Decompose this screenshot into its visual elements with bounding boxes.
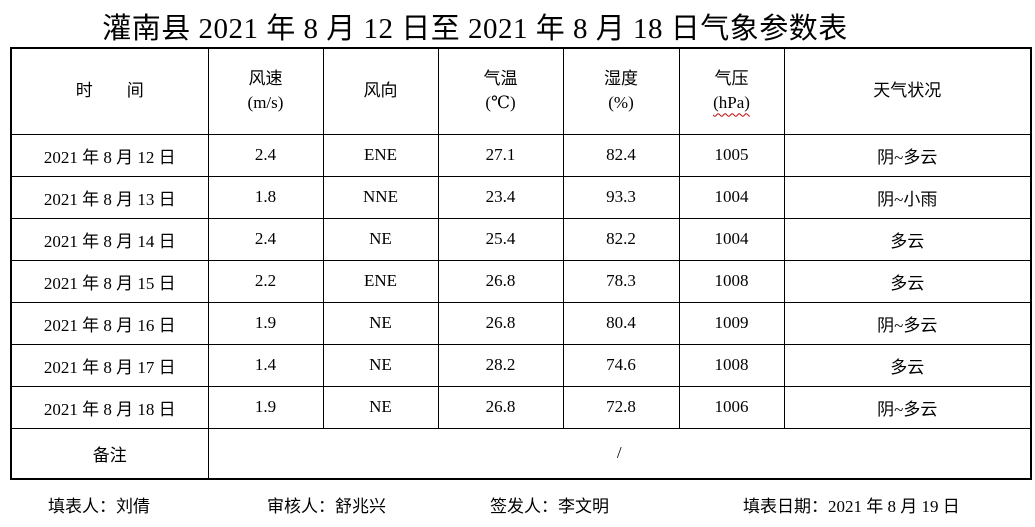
wind-direction-cell: ENE (322, 133, 439, 177)
col-header-wind-speed-unit: (m/s) (247, 93, 284, 113)
col-header-pressure: 气压 (hPa) (678, 47, 785, 135)
pressure-cell: 1005 (678, 133, 785, 177)
pressure-cell: 1004 (678, 175, 785, 219)
col-header-temperature: 气温 (℃) (437, 47, 564, 135)
fill-date: 填表日期：2021 年 8 月 19 日 (743, 497, 960, 516)
pressure-cell: 1008 (678, 259, 785, 303)
pressure-cell: 1006 (678, 385, 785, 429)
humidity-cell: 72.8 (562, 385, 680, 429)
weather-parameter-table: 时 间 风速 (m/s) 风向 气温 (℃) 湿度 (%) (10, 47, 1032, 480)
filler-name: 填表人：刘倩 (48, 497, 150, 516)
weather-cell: 阴~多云 (783, 301, 1032, 345)
col-header-wind-speed: 风速 (m/s) (207, 47, 324, 135)
page-title: 灌南县 2021 年 8 月 12 日至 2021 年 8 月 18 日气象参数… (102, 13, 848, 45)
col-header-wind-direction: 风向 (322, 47, 439, 135)
temperature-cell: 25.4 (437, 217, 564, 261)
humidity-cell: 74.6 (562, 343, 680, 387)
humidity-cell: 93.3 (562, 175, 680, 219)
temperature-cell: 28.2 (437, 343, 564, 387)
date-cell: 2021 年 8 月 16 日 (10, 301, 209, 345)
remark-value: / (207, 427, 1032, 480)
signature-line: 填表人：刘倩 审核人：舒兆兴 签发人：李文明 填表日期：2021 年 8 月 1… (0, 492, 1035, 516)
temperature-cell: 26.8 (437, 385, 564, 429)
humidity-cell: 82.2 (562, 217, 680, 261)
issuer-name: 签发人：李文明 (490, 497, 609, 516)
col-header-humidity-unit: (%) (608, 93, 634, 113)
wind-speed-cell: 1.8 (207, 175, 324, 219)
col-header-wind-speed-label: 风速 (248, 68, 283, 88)
header-row: 时 间 风速 (m/s) 风向 气温 (℃) 湿度 (%) (10, 47, 1032, 135)
date-cell: 2021 年 8 月 15 日 (10, 259, 209, 303)
table-row: 2021 年 8 月 18 日 1.9 NE 26.8 72.8 1006 阴~… (10, 385, 1032, 429)
col-header-pressure-unit: (hPa) (713, 93, 750, 113)
date-cell: 2021 年 8 月 18 日 (10, 385, 209, 429)
col-header-weather-label: 天气状况 (873, 80, 942, 100)
wind-speed-cell: 1.9 (207, 301, 324, 345)
wind-direction-cell: NNE (322, 175, 439, 219)
date-cell: 2021 年 8 月 17 日 (10, 343, 209, 387)
wind-direction-cell: NE (322, 385, 439, 429)
wind-direction-cell: NE (322, 301, 439, 345)
pressure-cell: 1009 (678, 301, 785, 345)
pressure-cell: 1004 (678, 217, 785, 261)
weather-cell: 阴~小雨 (783, 175, 1032, 219)
table-row: 2021 年 8 月 15 日 2.2 ENE 26.8 78.3 1008 多… (10, 259, 1032, 303)
weather-cell: 多云 (783, 259, 1032, 303)
weather-cell: 阴~多云 (783, 133, 1032, 177)
wind-direction-cell: ENE (322, 259, 439, 303)
table-row: 2021 年 8 月 13 日 1.8 NNE 23.4 93.3 1004 阴… (10, 175, 1032, 219)
remark-row: 备注 / (10, 427, 1032, 480)
col-header-weather: 天气状况 (783, 47, 1032, 135)
temperature-cell: 23.4 (437, 175, 564, 219)
weather-cell: 多云 (783, 217, 1032, 261)
wind-speed-cell: 1.4 (207, 343, 324, 387)
temperature-cell: 27.1 (437, 133, 564, 177)
temperature-cell: 26.8 (437, 259, 564, 303)
col-header-temperature-label: 气温 (483, 68, 518, 88)
col-header-time-label: 时 间 (75, 80, 144, 100)
wind-speed-cell: 1.9 (207, 385, 324, 429)
col-header-time: 时 间 (10, 47, 209, 135)
date-cell: 2021 年 8 月 13 日 (10, 175, 209, 219)
reviewer-name: 审核人：舒兆兴 (267, 497, 386, 516)
table-row: 2021 年 8 月 14 日 2.4 NE 25.4 82.2 1004 多云 (10, 217, 1032, 261)
humidity-cell: 80.4 (562, 301, 680, 345)
wind-direction-cell: NE (322, 217, 439, 261)
temperature-cell: 26.8 (437, 301, 564, 345)
col-header-humidity-label: 湿度 (604, 68, 638, 88)
col-header-humidity: 湿度 (%) (562, 47, 680, 135)
weather-cell: 阴~多云 (783, 385, 1032, 429)
table-row: 2021 年 8 月 12 日 2.4 ENE 27.1 82.4 1005 阴… (10, 133, 1032, 177)
date-cell: 2021 年 8 月 14 日 (10, 217, 209, 261)
weather-cell: 多云 (783, 343, 1032, 387)
humidity-cell: 82.4 (562, 133, 680, 177)
wind-speed-cell: 2.4 (207, 217, 324, 261)
col-header-pressure-label: 气压 (714, 68, 749, 88)
wind-direction-cell: NE (322, 343, 439, 387)
pressure-cell: 1008 (678, 343, 785, 387)
remark-label: 备注 (10, 427, 209, 480)
date-cell: 2021 年 8 月 12 日 (10, 133, 209, 177)
table-row: 2021 年 8 月 17 日 1.4 NE 28.2 74.6 1008 多云 (10, 343, 1032, 387)
wind-speed-cell: 2.2 (207, 259, 324, 303)
col-header-wind-direction-label: 风向 (363, 80, 398, 100)
table-row: 2021 年 8 月 16 日 1.9 NE 26.8 80.4 1009 阴~… (10, 301, 1032, 345)
wind-speed-cell: 2.4 (207, 133, 324, 177)
humidity-cell: 78.3 (562, 259, 680, 303)
col-header-temperature-unit: (℃) (485, 93, 516, 113)
